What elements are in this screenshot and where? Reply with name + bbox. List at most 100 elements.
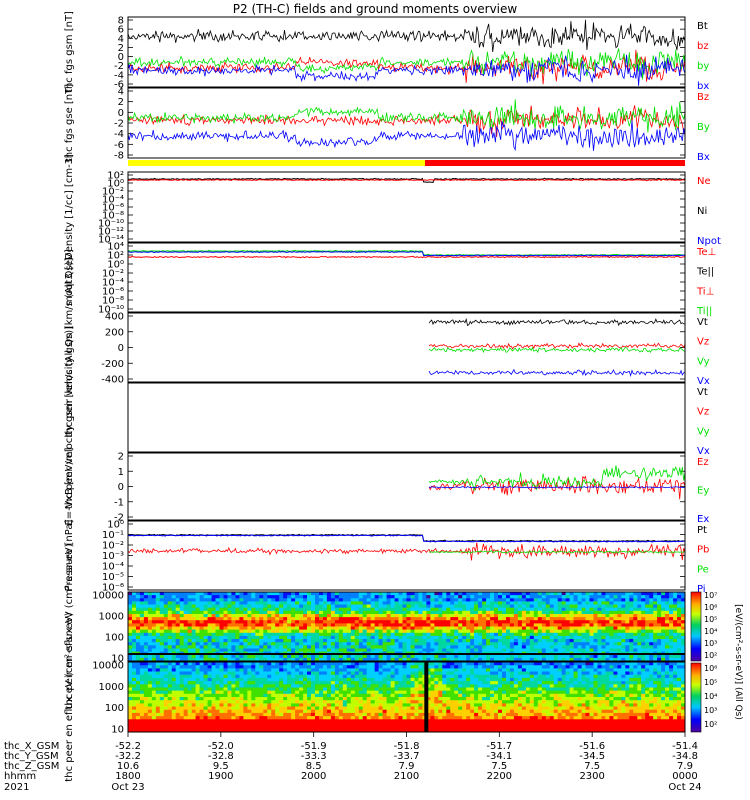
heatmap-cell bbox=[394, 697, 400, 701]
heatmap-cell bbox=[418, 598, 423, 602]
heatmap-cell bbox=[637, 648, 642, 653]
heatmap-cell bbox=[271, 635, 276, 640]
y-tick-label: 10⁻⁴ bbox=[102, 278, 124, 289]
heatmap-cell bbox=[231, 645, 236, 649]
heatmap-cell bbox=[231, 728, 236, 733]
heatmap-cell bbox=[537, 642, 543, 646]
heatmap-cell bbox=[665, 601, 670, 605]
heatmap-cell bbox=[319, 677, 324, 682]
heatmap-cell bbox=[442, 617, 447, 621]
heatmap-cell bbox=[227, 623, 232, 627]
heatmap-cell bbox=[669, 632, 674, 637]
heatmap-cell bbox=[561, 620, 567, 624]
heatmap-cell bbox=[255, 610, 260, 615]
heatmap-cell bbox=[529, 642, 535, 646]
heatmap-cell bbox=[191, 712, 197, 717]
heatmap-cell bbox=[378, 610, 384, 615]
heatmap-cell bbox=[203, 639, 209, 643]
heatmap-cell bbox=[175, 677, 181, 682]
heatmap-cell bbox=[661, 639, 666, 643]
heatmap-cell bbox=[406, 648, 411, 653]
heatmap-cell bbox=[490, 598, 495, 602]
legend-bx: bx bbox=[697, 81, 709, 92]
heatmap-cell bbox=[139, 632, 145, 637]
heatmap-cell bbox=[410, 703, 415, 708]
heatmap-cell bbox=[315, 716, 320, 720]
heatmap-cell bbox=[386, 601, 392, 605]
heatmap-cell bbox=[402, 693, 407, 698]
heatmap-cell bbox=[330, 728, 336, 733]
heatmap-cell bbox=[315, 598, 320, 602]
heatmap-cell bbox=[323, 657, 328, 662]
heatmap-cell bbox=[410, 604, 415, 609]
heatmap-cell bbox=[203, 657, 209, 662]
heatmap-cell bbox=[573, 604, 579, 609]
heatmap-cell bbox=[143, 719, 149, 723]
heatmap-cell bbox=[601, 632, 606, 637]
heatmap-cell bbox=[601, 601, 606, 605]
heatmap-cell bbox=[641, 607, 646, 612]
heatmap-cell bbox=[434, 601, 439, 605]
heatmap-cell bbox=[362, 722, 368, 727]
heatmap-cell bbox=[466, 614, 471, 618]
heatmap-cell bbox=[330, 592, 336, 596]
heatmap-cell bbox=[171, 716, 177, 720]
heatmap-cell bbox=[259, 716, 264, 720]
heatmap-cell bbox=[414, 677, 419, 682]
heatmap-cell bbox=[167, 639, 173, 643]
heatmap-cell bbox=[199, 595, 205, 599]
heatmap-cell bbox=[163, 595, 169, 599]
heatmap-cell bbox=[179, 681, 185, 685]
heatmap-cell bbox=[239, 719, 244, 723]
heatmap-cell bbox=[195, 639, 201, 643]
heatmap-cell bbox=[167, 706, 173, 711]
heatmap-cell bbox=[577, 610, 583, 615]
heatmap-cell bbox=[346, 614, 352, 618]
heatmap-cell bbox=[577, 648, 583, 653]
heatmap-cell bbox=[207, 671, 213, 676]
heatmap-cell bbox=[247, 687, 252, 692]
heatmap-cell bbox=[155, 626, 161, 631]
heatmap-cell bbox=[203, 642, 209, 646]
heatmap-cell bbox=[370, 598, 376, 602]
heatmap-cell bbox=[330, 677, 336, 682]
heatmap-cell bbox=[390, 604, 396, 609]
heatmap-cell bbox=[159, 648, 165, 653]
heatmap-cell bbox=[677, 654, 682, 659]
heatmap-cell bbox=[155, 623, 161, 627]
heatmap-cell bbox=[338, 703, 344, 708]
heatmap-cell bbox=[669, 657, 674, 662]
heatmap-cell bbox=[311, 681, 316, 685]
heatmap-cell bbox=[143, 592, 149, 596]
heatmap-cell bbox=[219, 601, 224, 605]
heatmap-cell bbox=[179, 712, 185, 717]
heatmap-cell bbox=[358, 626, 364, 631]
heatmap-cell bbox=[390, 716, 396, 720]
heatmap-cell bbox=[267, 665, 272, 669]
heatmap-cell bbox=[151, 635, 157, 640]
heatmap-cell bbox=[589, 635, 594, 640]
heatmap-cell bbox=[227, 654, 232, 659]
heatmap-cell bbox=[581, 610, 587, 615]
heatmap-cell bbox=[442, 598, 447, 602]
heatmap-cell bbox=[414, 700, 419, 704]
heatmap-cell bbox=[195, 719, 201, 723]
heatmap-cell bbox=[625, 648, 630, 653]
heatmap-cell bbox=[537, 598, 543, 602]
heatmap-cell bbox=[315, 601, 320, 605]
heatmap-cell bbox=[669, 595, 674, 599]
heatmap-cell bbox=[605, 642, 610, 646]
heatmap-cell bbox=[673, 648, 678, 653]
heatmap-cell bbox=[207, 654, 213, 659]
heatmap-cell bbox=[593, 629, 598, 634]
heatmap-cell bbox=[342, 700, 348, 704]
heatmap-cell bbox=[398, 645, 403, 649]
heatmap-cell bbox=[151, 684, 157, 688]
heatmap-cell bbox=[561, 632, 567, 637]
y-tick-label: 10⁻² bbox=[102, 187, 124, 198]
heatmap-cell bbox=[307, 690, 312, 695]
heatmap-cell bbox=[382, 617, 388, 621]
heatmap-cell bbox=[470, 607, 475, 612]
heatmap-cell bbox=[394, 604, 400, 609]
